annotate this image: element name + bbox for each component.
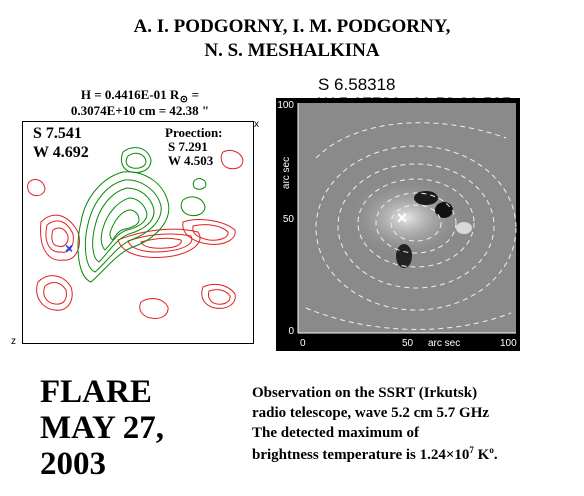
left-s-coordinate: S 7.541 [33, 125, 82, 142]
y-tick-50: 50 [283, 214, 295, 225]
unit-superscript: o [489, 445, 494, 455]
authors-line-2: N. S. MESHALKINA [204, 40, 380, 61]
y-tick-100: 100 [277, 100, 294, 111]
radio-contours [305, 122, 517, 330]
scale-header-eq: = [188, 87, 200, 102]
y-axis-label: arc sec [281, 157, 292, 189]
red-contours [27, 149, 244, 319]
scale-header-line-1: H = 0.4416E-01 R⊙ = [30, 87, 250, 106]
sun-symbol: ⊙ [179, 93, 189, 106]
dark-spot-1 [435, 202, 453, 218]
observation-line-3: The detected maximum of [252, 425, 420, 441]
flare-title-line-3: 2003 [40, 446, 106, 482]
y-tick-0: 0 [288, 326, 294, 337]
scale-header-line-2: 0.3074E+10 cm = 42.38 " [70, 103, 210, 118]
flare-title-line-2: MAY 27, [40, 410, 165, 446]
right-s-coordinate: S 6.58318 [318, 75, 396, 94]
observation-line-2: radio telescope, wave 5.2 cm 5.7 GHz [252, 405, 490, 421]
x-tick-0: 0 [300, 338, 306, 349]
left-w-coordinate: W 4.692 [33, 144, 89, 161]
observation-line-1: Observation on the SSRT (Irkutsk) [252, 385, 478, 401]
projection-label: Proection: [165, 125, 223, 140]
contour-plot-panel: × [22, 121, 254, 344]
observation-line-4: brightness temperature is 1.24×107 Ko. [252, 445, 498, 464]
x-tick-50: 50 [402, 338, 414, 349]
z-axis-label: z [11, 336, 16, 347]
dark-spot-3 [414, 191, 438, 205]
x-axis-label: arc sec [428, 338, 460, 349]
x-axis-label: x [254, 119, 259, 130]
projection-w-coordinate: W 4.503 [168, 153, 214, 168]
contour-plot-svg: × [27, 147, 244, 319]
dark-spot-2 [396, 244, 412, 268]
authors-line-1: A. I. PODGORNY, I. M. PODGORNY, [133, 16, 451, 37]
radio-image-panel: × 100 50 0 arc sec 0 50 arc sec 100 [276, 98, 520, 351]
observation-line-4-end: . [493, 447, 498, 463]
bright-spot [456, 222, 472, 234]
exponent: 7 [469, 445, 474, 455]
projection-s-coordinate: S 7.291 [168, 139, 208, 154]
green-contours [77, 147, 207, 283]
observation-line-4-text: brightness temperature is 1.24×10 [252, 447, 470, 463]
flare-title-line-1: FLARE [40, 374, 152, 410]
temperature-unit: K [473, 447, 490, 463]
radio-maximum-marker: × [397, 208, 408, 228]
x-tick-100: 100 [500, 338, 517, 349]
scale-header-text: H = 0.4416E-01 R [80, 87, 180, 102]
radio-image-svg: × 100 50 0 arc sec 0 50 arc sec 100 [277, 100, 517, 349]
flare-marker: × [65, 240, 73, 256]
